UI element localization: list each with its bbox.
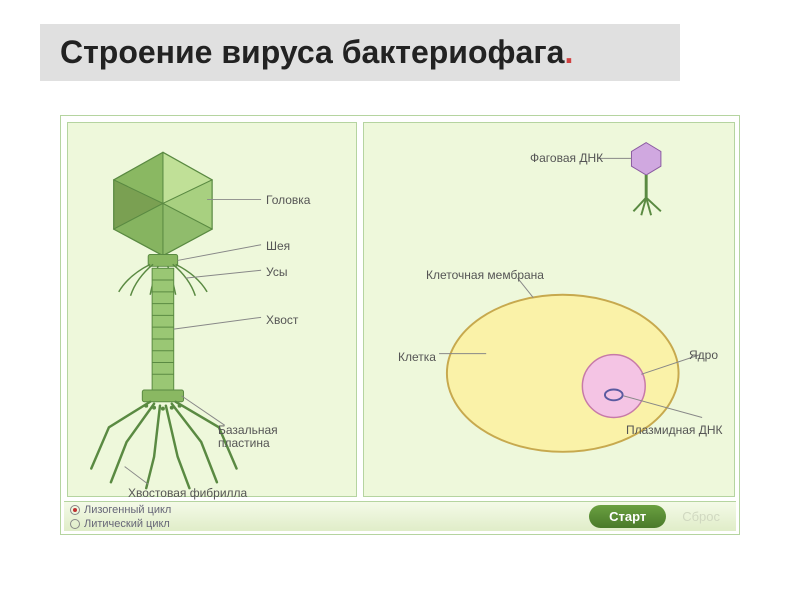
phage-baseplate-icon [142,390,183,402]
title-bar: Строение вируса бактериофага. [40,24,680,81]
title-dot: . [564,34,573,70]
cycle-radio-group: Лизогенный цикл Литический цикл [70,503,171,531]
phage-fibrils-icon [91,402,236,488]
page-title: Строение вируса бактериофага. [60,34,573,70]
reset-button-label: Сброс [682,509,720,524]
label-membrane: Клеточная мембрана [426,268,544,282]
label-head: Головка [266,193,310,207]
radio-dot-icon [70,505,80,515]
start-button-label: Старт [609,509,646,524]
radio-label-1: Лизогенный цикл [84,503,171,517]
label-tail: Хвост [266,313,298,327]
mini-phage-icon [631,143,660,216]
start-button[interactable]: Старт [589,505,666,528]
diagram-canvas: Головка Шея Усы Хвост Базальная пластина… [60,115,740,535]
phage-tail-icon [152,268,174,390]
panel-cell-infection: Фаговая ДНК Клеточная мембрана Клетка Яд… [363,122,735,497]
label-fibril: Хвостовая фибрилла [128,486,247,500]
label-phage-dna: Фаговая ДНК [530,151,603,165]
label-baseplate2: пластина [218,436,270,450]
label-neck: Шея [266,239,290,253]
panel-phage-structure: Головка Шея Усы Хвост Базальная пластина… [67,122,357,497]
reset-button[interactable]: Сброс [672,505,730,528]
radio-lysogenic[interactable]: Лизогенный цикл [70,503,171,517]
label-plasmid: Плазмидная ДНК [626,423,723,437]
radio-lytic[interactable]: Литический цикл [70,517,171,531]
title-text: Строение вируса бактериофага [60,34,564,70]
radio-label-2: Литический цикл [84,517,170,531]
label-cell: Клетка [398,350,436,364]
cell-nucleus-icon [582,355,645,418]
phage-head-icon [114,152,212,255]
radio-dot-icon [70,519,80,529]
cell-diagram [364,123,734,496]
label-baseplate1: Базальная [218,423,278,437]
footer-bar: Лизогенный цикл Литический цикл Старт Сб… [64,501,736,531]
phage-diagram [68,123,356,496]
label-whiskers: Усы [266,265,287,279]
label-nucleus: Ядро [689,348,718,362]
